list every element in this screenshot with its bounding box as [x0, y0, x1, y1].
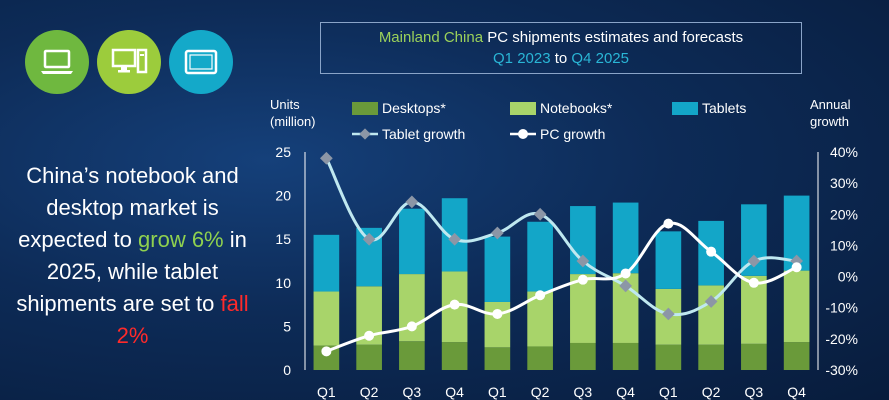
y-tick-label-right: -30% — [825, 362, 858, 378]
bar-desktops — [570, 342, 596, 370]
tablet-growth-point — [491, 226, 504, 240]
headline-part3: in 2025, while tablet shipments are set … — [16, 227, 247, 316]
headline-fall: fall 2% — [116, 291, 249, 348]
legend-tablet-growth-marker — [359, 128, 371, 140]
pc-growth-point — [492, 308, 503, 319]
bar-desktops — [527, 346, 553, 370]
x-tick-label: Q2 — [531, 384, 550, 400]
bar-tablets — [399, 208, 425, 275]
legend-tablet-growth-label: Tablet growth — [382, 126, 465, 142]
bar-desktops — [399, 341, 425, 370]
pc-growth-point — [748, 277, 759, 288]
y-tick-label-left: 15 — [275, 231, 291, 247]
x-tick-label: Q4 — [616, 384, 635, 400]
headline-part1: China’s notebook and desktop market is e… — [18, 163, 239, 252]
pc-growth-point — [535, 290, 546, 301]
pc-growth-point — [321, 346, 332, 357]
legend-notebooks-swatch — [510, 102, 536, 115]
legend-desktops-label: Desktops* — [382, 100, 446, 116]
y-axis-title-left-line2: (million) — [270, 114, 316, 129]
bar-desktops — [655, 344, 682, 370]
tablet-growth-line — [325, 157, 797, 317]
tablet-growth-point — [448, 232, 461, 246]
pc-growth-point — [791, 262, 802, 273]
title-region: Mainland China — [378, 29, 484, 46]
pc-growth-point — [663, 218, 674, 229]
pc-growth-point — [449, 299, 460, 310]
title-end: Q4 2025 — [571, 50, 629, 67]
bar-desktops — [698, 344, 724, 370]
y-tick-label-right: 30% — [830, 175, 858, 191]
bar-desktops — [612, 342, 639, 370]
bar-notebooks — [484, 301, 511, 348]
x-tick-label: Q2 — [702, 384, 721, 400]
bar-tablets — [484, 236, 511, 302]
y-tick-label-left: 0 — [283, 362, 291, 378]
y-tick-label-left: 10 — [275, 275, 291, 291]
y-tick-label-right: 40% — [830, 144, 858, 160]
x-tick-label: Q1 — [488, 384, 507, 400]
y-axis-title-right-line1: Annual — [810, 97, 851, 112]
laptop-icon — [25, 30, 89, 94]
y-axis-title-left: Units (million) — [270, 96, 316, 130]
bar-desktops — [783, 342, 810, 370]
y-axis-title-left-line1: Units — [270, 97, 300, 112]
bar-notebooks — [570, 274, 596, 343]
x-tick-label: Q2 — [360, 384, 379, 400]
headline-growth: grow 6% — [138, 227, 224, 252]
x-tick-label: Q3 — [745, 384, 764, 400]
bar-tablets — [612, 202, 639, 274]
y-tick-label-right: 20% — [830, 206, 858, 222]
tablet-growth-point — [362, 232, 376, 246]
bar-notebooks — [783, 270, 810, 343]
chart-title: Mainland China PC shipments estimates an… — [320, 22, 802, 74]
title-start: Q1 2023 — [493, 50, 551, 67]
legend-notebooks-label: Notebooks* — [540, 100, 613, 116]
y-tick-label-left: 5 — [283, 318, 291, 334]
y-tick-label-right: 0% — [838, 269, 858, 285]
bar-desktops — [484, 347, 511, 370]
bar-desktops — [356, 344, 382, 370]
y-axis-title-right: Annual growth — [810, 96, 850, 130]
x-tick-label: Q1 — [317, 384, 336, 400]
y-tick-label-left: 25 — [275, 144, 291, 160]
pc-growth-point — [620, 268, 631, 279]
title-to: to — [554, 50, 568, 67]
y-tick-label-left: 20 — [275, 188, 291, 204]
title-main: PC shipments estimates and forecasts — [487, 29, 744, 46]
bar-desktops — [741, 343, 767, 370]
bar-tablets — [527, 221, 553, 292]
bar-tablets — [313, 234, 340, 292]
pc-growth-point — [364, 330, 375, 341]
tablet-growth-point — [405, 195, 419, 209]
legend-tablets-label: Tablets — [702, 100, 746, 116]
legend-pc-growth-label: PC growth — [540, 126, 605, 142]
desktop-icon — [97, 30, 161, 94]
legend-desktops-swatch — [352, 102, 378, 115]
icon-row — [25, 30, 233, 94]
bar-tablets — [655, 231, 682, 289]
pc-growth-point — [406, 321, 417, 332]
legend-pc-growth-marker — [518, 129, 528, 139]
pc-growth-point — [706, 246, 717, 257]
x-tick-label: Q4 — [445, 384, 464, 400]
tablet-icon — [169, 30, 233, 94]
tablet-growth-point — [533, 207, 547, 221]
tablet-growth-point — [320, 151, 333, 165]
x-tick-label: Q3 — [403, 384, 422, 400]
legend-tablets-swatch — [672, 102, 698, 115]
headline: China’s notebook and desktop market is e… — [10, 160, 255, 352]
x-tick-label: Q4 — [787, 384, 806, 400]
y-axis-title-right-line2: growth — [810, 114, 850, 129]
y-tick-label-right: 10% — [830, 237, 858, 253]
bar-notebooks — [313, 291, 340, 346]
y-tick-label-right: -20% — [825, 331, 858, 347]
x-tick-label: Q1 — [659, 384, 678, 400]
y-tick-label-right: -10% — [825, 300, 858, 316]
bar-desktops — [441, 342, 468, 370]
pc-growth-point — [577, 274, 588, 285]
x-tick-label: Q3 — [574, 384, 593, 400]
